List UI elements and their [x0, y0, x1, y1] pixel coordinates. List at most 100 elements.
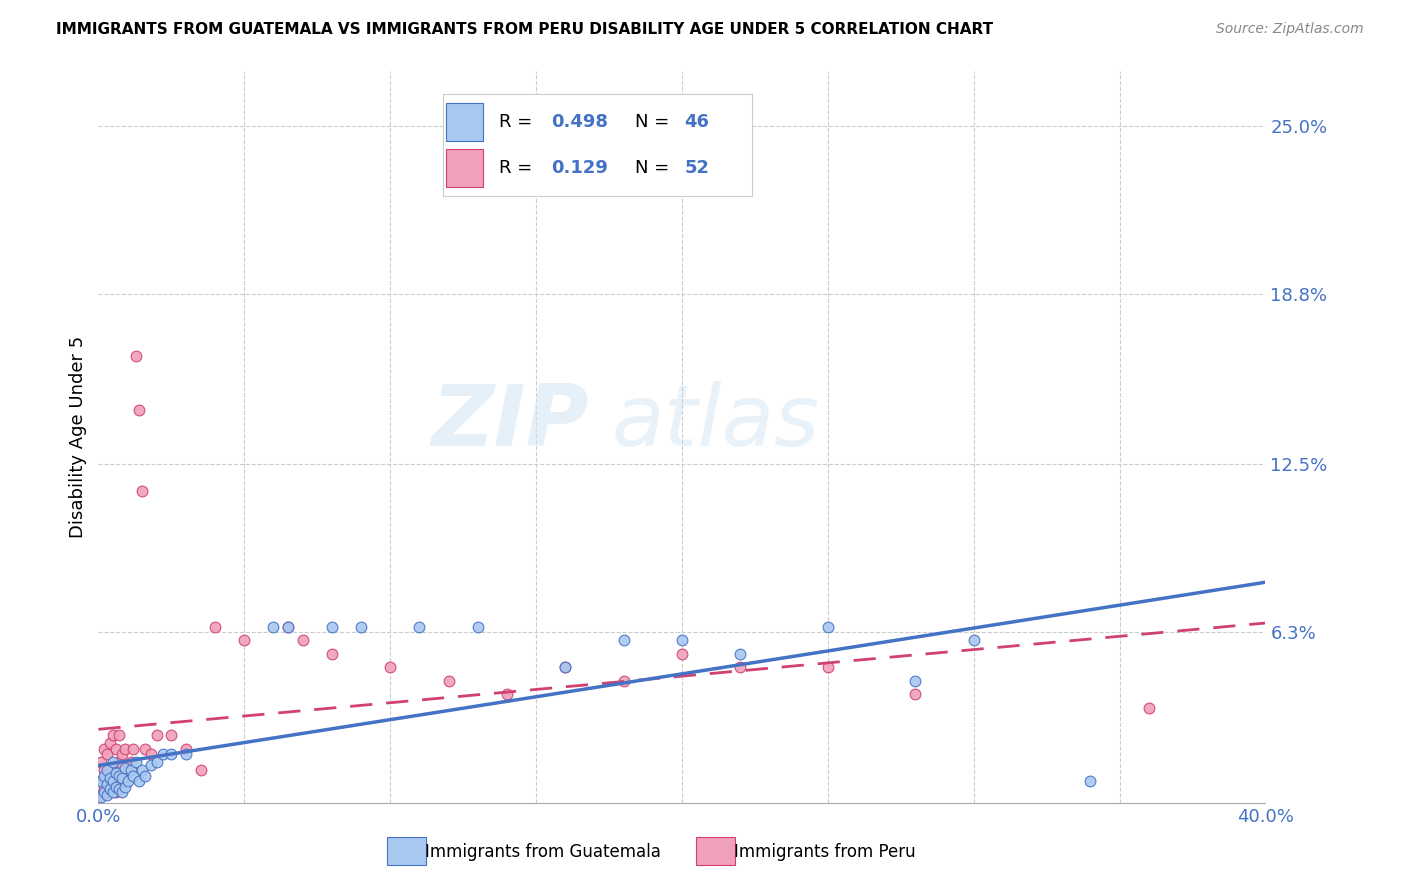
Point [104, 780, 127, 794]
Point [117, 774, 139, 789]
Point [111, 785, 134, 799]
Point [190, 764, 212, 778]
Point [101, 782, 124, 797]
Point [496, 688, 519, 702]
Text: 0.129: 0.129 [551, 159, 607, 177]
Point [904, 688, 927, 702]
Point [108, 782, 131, 797]
Point [108, 755, 131, 769]
Text: 0.498: 0.498 [551, 113, 609, 131]
Point [131, 484, 153, 499]
Point [120, 755, 142, 769]
Point [98, 736, 121, 750]
Point [114, 769, 136, 783]
Point [125, 755, 148, 769]
Point [108, 769, 131, 783]
Text: Immigrants from Peru: Immigrants from Peru [734, 843, 915, 861]
Point [117, 764, 139, 778]
Point [122, 769, 145, 783]
Point [120, 764, 142, 778]
Text: Source: ZipAtlas.com: Source: ZipAtlas.com [1216, 22, 1364, 37]
Point [408, 620, 430, 634]
Point [93, 764, 115, 778]
Point [96, 777, 118, 791]
Point [125, 349, 148, 363]
Point [101, 728, 124, 742]
Point [90, 790, 112, 805]
Point [93, 741, 115, 756]
Point [96, 788, 118, 802]
Point [1080, 774, 1102, 789]
Point [108, 780, 131, 794]
Text: N =: N = [634, 113, 669, 131]
Point [350, 620, 373, 634]
Point [160, 728, 183, 742]
Point [146, 728, 169, 742]
Point [104, 785, 127, 799]
Text: N =: N = [634, 159, 669, 177]
Point [554, 660, 576, 674]
Point [146, 755, 169, 769]
Point [321, 647, 343, 661]
Point [380, 660, 402, 674]
Point [98, 772, 121, 786]
Point [96, 747, 118, 761]
Point [152, 747, 174, 761]
Point [114, 780, 136, 794]
Point [730, 647, 752, 661]
Text: 52: 52 [685, 159, 709, 177]
Point [554, 660, 576, 674]
Point [174, 741, 197, 756]
Point [93, 782, 115, 797]
Point [104, 766, 127, 780]
Point [962, 633, 984, 648]
Point [904, 673, 927, 688]
Point [114, 761, 136, 775]
Point [671, 633, 693, 648]
Point [730, 660, 752, 674]
Point [111, 747, 134, 761]
Point [93, 769, 115, 783]
Point [204, 620, 226, 634]
Text: R =: R = [499, 113, 531, 131]
Point [233, 633, 256, 648]
Point [612, 673, 634, 688]
Point [128, 774, 150, 789]
Point [111, 772, 134, 786]
Point [174, 747, 197, 761]
Point [437, 673, 460, 688]
Point [98, 782, 121, 797]
Point [96, 764, 118, 778]
Point [139, 757, 162, 772]
Point [817, 660, 839, 674]
Point [101, 774, 124, 789]
Point [262, 620, 284, 634]
Point [104, 769, 127, 783]
Point [114, 741, 136, 756]
Point [101, 755, 124, 769]
Point [467, 620, 489, 634]
Point [90, 788, 112, 802]
Point [134, 769, 156, 783]
Point [128, 403, 150, 417]
Point [160, 747, 183, 761]
Point [134, 741, 156, 756]
Point [277, 620, 299, 634]
Y-axis label: Disability Age Under 5: Disability Age Under 5 [69, 336, 87, 538]
Text: Immigrants from Guatemala: Immigrants from Guatemala [425, 843, 661, 861]
Point [101, 764, 124, 778]
Point [671, 647, 693, 661]
Point [98, 780, 121, 794]
Point [817, 620, 839, 634]
Point [1137, 701, 1160, 715]
Point [291, 633, 314, 648]
Text: R =: R = [499, 159, 531, 177]
Point [321, 620, 343, 634]
Point [96, 769, 118, 783]
Point [122, 741, 145, 756]
Text: IMMIGRANTS FROM GUATEMALA VS IMMIGRANTS FROM PERU DISABILITY AGE UNDER 5 CORRELA: IMMIGRANTS FROM GUATEMALA VS IMMIGRANTS … [56, 22, 994, 37]
Point [131, 764, 153, 778]
Point [90, 755, 112, 769]
Point [111, 774, 134, 789]
Point [96, 785, 118, 799]
